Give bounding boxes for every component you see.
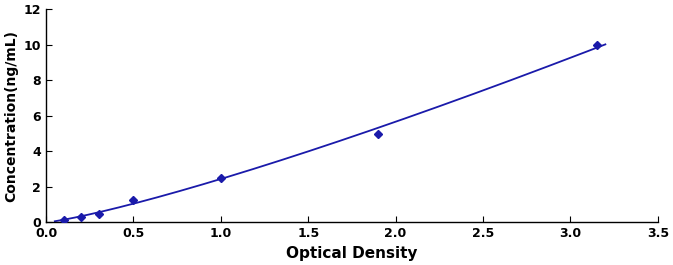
Y-axis label: Concentration(ng/mL): Concentration(ng/mL) xyxy=(4,30,18,202)
X-axis label: Optical Density: Optical Density xyxy=(286,246,418,261)
